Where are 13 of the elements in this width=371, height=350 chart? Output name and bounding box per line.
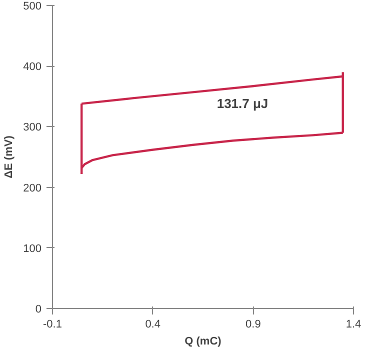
y-tick-label: 300 [23, 122, 42, 134]
y-tick-label: 400 [23, 61, 42, 74]
y-tick-label: 200 [23, 182, 42, 194]
annotation: 131.7 μJ [216, 96, 268, 111]
y-axis-title: ΔE (mV) [3, 135, 16, 178]
x-tick-label: 1.4 [346, 318, 362, 330]
x-tick-label: 0.4 [145, 318, 160, 330]
y-tick-label: 100 [23, 242, 42, 255]
y-tick-label: 500 [23, 0, 42, 12]
x-tick-label: 0.9 [246, 318, 261, 330]
y-tick-label: 0 [35, 304, 42, 316]
x-axis-title: Q (mC) [184, 336, 222, 348]
x-tick-label: -0.1 [43, 318, 62, 330]
